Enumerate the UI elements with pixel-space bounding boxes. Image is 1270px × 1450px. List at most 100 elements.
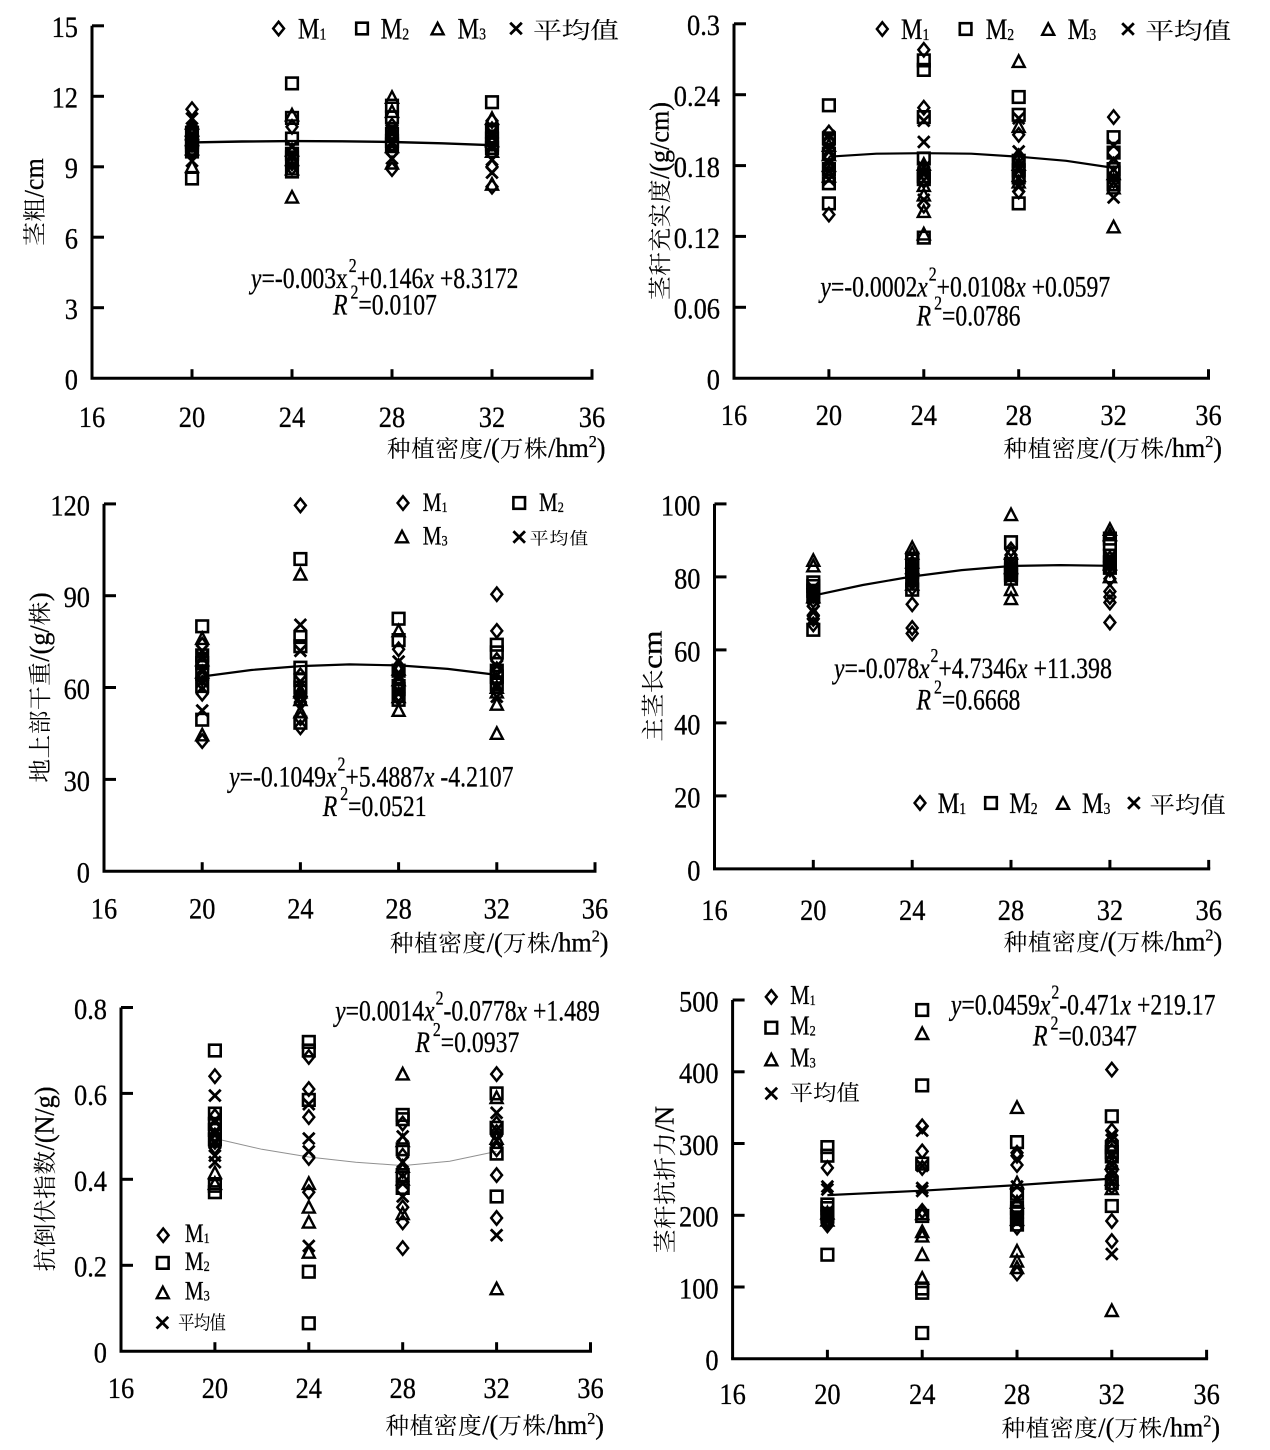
svg-text:1: 1: [810, 993, 816, 1009]
svg-text:=-0.003x: =-0.003x: [262, 262, 348, 295]
svg-text:+219.17: +219.17: [1137, 989, 1216, 1022]
svg-text:/(g/cm): /(g/cm): [643, 102, 674, 179]
svg-text:/(g/: /(g/: [23, 625, 54, 662]
svg-text:0.2: 0.2: [74, 1251, 107, 1284]
svg-text:32: 32: [484, 893, 510, 926]
svg-text:36: 36: [1195, 399, 1221, 432]
svg-text:/N: /N: [648, 1106, 679, 1132]
svg-text:-0.471: -0.471: [1059, 989, 1120, 1022]
svg-text:28: 28: [379, 401, 405, 434]
svg-text:3: 3: [204, 1289, 210, 1305]
svg-text:3: 3: [810, 1056, 816, 1072]
svg-text:-4.2107: -4.2107: [440, 761, 513, 794]
svg-text:2: 2: [338, 754, 346, 776]
svg-text:15: 15: [52, 11, 78, 44]
svg-text:=0.0786: =0.0786: [942, 300, 1021, 333]
svg-text:M: M: [1009, 787, 1031, 820]
svg-text:60: 60: [64, 673, 90, 706]
svg-text:+11.398: +11.398: [1034, 652, 1113, 685]
svg-text:/(: /(: [482, 1409, 498, 1440]
svg-text:3: 3: [1089, 25, 1096, 44]
svg-text:32: 32: [1097, 894, 1123, 927]
svg-text:3: 3: [442, 534, 448, 550]
svg-text:36: 36: [582, 893, 608, 926]
svg-text:+4.7346: +4.7346: [938, 652, 1017, 685]
svg-text:2: 2: [587, 1409, 595, 1428]
svg-text:y: y: [227, 761, 240, 794]
svg-text:20: 20: [189, 893, 215, 926]
svg-text:=0.0459: =0.0459: [961, 989, 1040, 1022]
svg-text:1: 1: [923, 25, 930, 44]
svg-text:200: 200: [679, 1201, 719, 1234]
svg-text:1: 1: [442, 500, 448, 516]
svg-text:0.12: 0.12: [674, 222, 720, 255]
svg-text:y: y: [949, 989, 962, 1022]
svg-text:36: 36: [579, 401, 605, 434]
svg-text:M: M: [298, 13, 320, 46]
svg-text:/(: /(: [1098, 1412, 1114, 1443]
svg-text:500: 500: [679, 985, 719, 1018]
svg-text:/cm: /cm: [18, 158, 49, 197]
svg-text:/(: /(: [1100, 432, 1116, 463]
svg-text:28: 28: [998, 894, 1024, 927]
svg-text:x: x: [917, 271, 929, 304]
svg-text:2: 2: [1031, 799, 1038, 818]
svg-text:x: x: [516, 994, 528, 1027]
svg-text:2: 2: [349, 255, 357, 277]
svg-text:1: 1: [320, 25, 327, 44]
svg-text:=-0.078: =-0.078: [845, 652, 920, 685]
svg-text:2: 2: [931, 645, 939, 667]
svg-text:24: 24: [279, 401, 305, 434]
svg-text:/hm: /hm: [1163, 1412, 1204, 1443]
svg-text:3: 3: [65, 293, 78, 326]
svg-text:2: 2: [810, 1024, 816, 1040]
svg-text:80: 80: [674, 562, 700, 595]
svg-text:6: 6: [65, 223, 78, 256]
svg-text:2: 2: [351, 282, 359, 304]
svg-text:0.06: 0.06: [674, 293, 720, 326]
svg-text:28: 28: [1006, 399, 1032, 432]
svg-text:/hm: /hm: [548, 432, 589, 463]
svg-text:2: 2: [1051, 1013, 1059, 1035]
svg-text:0.6: 0.6: [74, 1079, 107, 1112]
svg-text:40: 40: [674, 708, 700, 741]
svg-text:0: 0: [705, 1344, 718, 1377]
svg-text:): ): [1211, 1412, 1220, 1443]
svg-text:=0.6668: =0.6668: [942, 683, 1021, 716]
svg-text:9: 9: [65, 152, 78, 185]
svg-text:/(N/g): /(N/g): [28, 1087, 59, 1151]
svg-text:2: 2: [1205, 432, 1213, 451]
svg-text:3: 3: [479, 25, 486, 44]
svg-text:2: 2: [1051, 982, 1059, 1004]
svg-text:-0.0778: -0.0778: [444, 994, 517, 1027]
svg-text:2: 2: [1007, 25, 1014, 44]
svg-text:30: 30: [64, 765, 90, 798]
svg-text:1: 1: [204, 1231, 210, 1247]
svg-text:M: M: [185, 1247, 204, 1276]
svg-text:28: 28: [390, 1372, 416, 1405]
svg-text:): ): [1214, 926, 1223, 957]
svg-text:0: 0: [77, 857, 90, 890]
svg-text:y: y: [333, 994, 346, 1027]
svg-text:32: 32: [1099, 1378, 1125, 1411]
svg-text:x: x: [1014, 271, 1026, 304]
svg-text:24: 24: [899, 894, 925, 927]
svg-text:2: 2: [929, 264, 937, 286]
svg-text:): ): [597, 432, 606, 463]
svg-text:M: M: [901, 13, 923, 46]
svg-text:0: 0: [687, 854, 700, 887]
svg-text:0.18: 0.18: [674, 151, 720, 184]
svg-text:36: 36: [577, 1372, 603, 1405]
svg-text:20: 20: [179, 401, 205, 434]
svg-text:+0.0597: +0.0597: [1032, 271, 1111, 304]
svg-text:/(: /(: [487, 927, 503, 958]
svg-text:16: 16: [701, 894, 727, 927]
svg-text:M: M: [790, 1011, 809, 1041]
svg-text:16: 16: [721, 399, 747, 432]
svg-text:0.8: 0.8: [74, 993, 107, 1026]
svg-text:=0.0107: =0.0107: [358, 289, 437, 322]
svg-text:): ): [600, 927, 609, 958]
svg-text:28: 28: [385, 893, 411, 926]
svg-text:=0.0347: =0.0347: [1058, 1020, 1137, 1053]
svg-text:2: 2: [934, 676, 942, 698]
